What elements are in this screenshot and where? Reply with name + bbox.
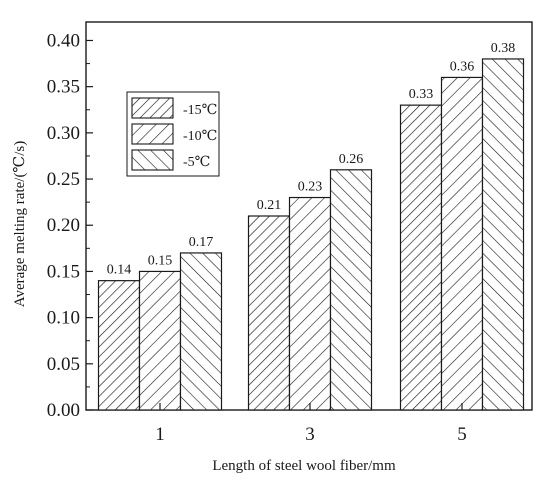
- y-tick-label: 0.35: [47, 77, 80, 98]
- data-label: 0.38: [491, 41, 516, 56]
- y-tick-label: 0.40: [47, 30, 80, 51]
- x-tick-label: 1: [155, 424, 165, 445]
- x-tick-label: 3: [305, 424, 315, 445]
- data-label: 0.21: [257, 198, 282, 213]
- legend-label: -15℃: [183, 103, 217, 118]
- y-tick-label: 0.30: [47, 123, 80, 144]
- y-tick-label: 0.15: [47, 261, 80, 282]
- bar-5-series-1: [399, 104, 443, 411]
- x-axis-title: Length of steel wool fiber/mm: [212, 458, 396, 474]
- y-tick-label: 0.05: [47, 354, 80, 375]
- legend-swatch: [131, 149, 174, 171]
- bar-3-series-3: [329, 169, 373, 411]
- bar-5-series-2: [440, 76, 484, 411]
- x-tick-label: 5: [457, 424, 467, 445]
- legend-swatch: [131, 97, 174, 119]
- y-tick-label: 0.10: [47, 308, 80, 329]
- data-label: 0.33: [409, 87, 434, 102]
- bar-3-series-2: [288, 196, 332, 411]
- legend-swatch: [131, 123, 174, 145]
- bar-1-series-3: [179, 252, 223, 411]
- data-label: 0.26: [339, 152, 364, 167]
- y-tick-label: 0.20: [47, 215, 80, 236]
- bar-5-series-3: [481, 58, 525, 411]
- legend-label: -5℃: [183, 155, 210, 170]
- data-label: 0.17: [189, 235, 214, 250]
- y-tick-label: 0.00: [47, 400, 80, 421]
- bar-1-series-2: [138, 270, 182, 411]
- y-tick-label: 0.25: [47, 169, 80, 190]
- y-axis-title: Average melting rate/(℃/s): [12, 141, 28, 307]
- bar-1-series-1: [97, 280, 141, 411]
- data-label: 0.14: [107, 263, 132, 278]
- bar-3-series-1: [247, 215, 291, 411]
- data-label: 0.36: [450, 59, 475, 74]
- legend-label: -10℃: [183, 129, 217, 144]
- data-label: 0.23: [298, 180, 323, 195]
- data-label: 0.15: [148, 253, 173, 268]
